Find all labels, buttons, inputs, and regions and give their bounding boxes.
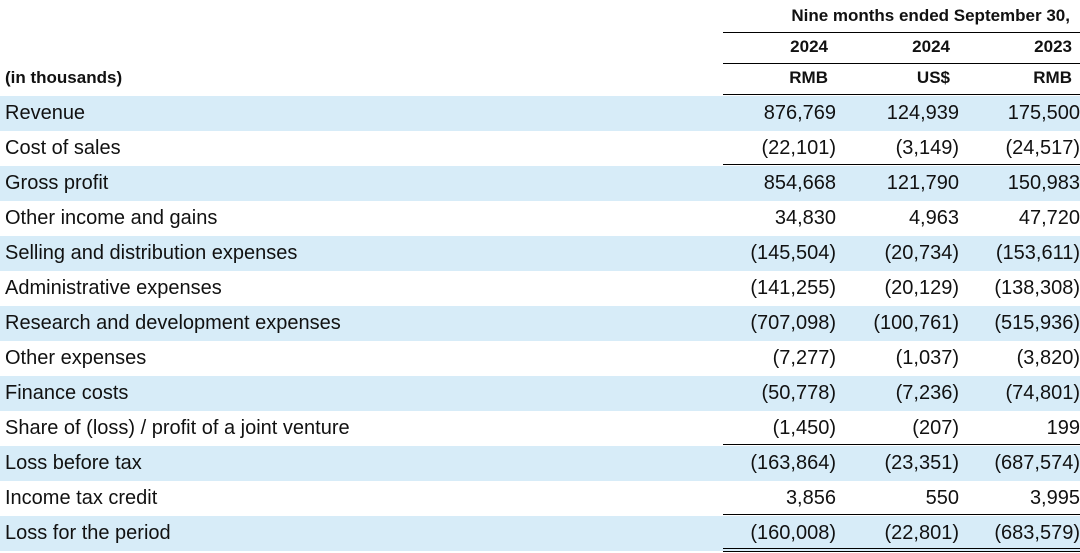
table-row: Selling and distribution expenses (145,5… <box>0 236 1080 271</box>
subtotal-rule <box>723 164 1080 165</box>
cell-value: (20,129) <box>884 277 960 299</box>
cell-value: (20,734) <box>884 242 960 264</box>
year-underline <box>723 63 1080 64</box>
year-header-2: 2024 <box>912 37 950 56</box>
cell-value: (3,149) <box>895 137 959 159</box>
cell-value: 150,983 <box>1007 172 1080 194</box>
cell-value: 121,790 <box>886 172 959 194</box>
cell-value: (138,308) <box>994 277 1080 299</box>
cell-value: (683,579) <box>994 522 1080 544</box>
cell-value: (153,611) <box>995 242 1080 264</box>
cell-value: 47,720 <box>1018 207 1080 229</box>
currency-header-2: US$ <box>916 68 950 87</box>
row-label: Selling and distribution expenses <box>5 242 298 264</box>
subtotal-rule <box>723 444 1080 445</box>
cell-value: (74,801) <box>1005 382 1080 404</box>
row-label: Administrative expenses <box>5 277 222 299</box>
total-rule <box>723 514 1080 515</box>
row-label: Revenue <box>5 102 86 124</box>
table-row: Gross profit 854,668 121,790 150,983 <box>0 166 1080 201</box>
cell-value: 199 <box>1046 417 1080 439</box>
row-label: Cost of sales <box>5 137 121 159</box>
cell-value: (145,504) <box>750 242 836 264</box>
table-row: Share of (loss) / profit of a joint vent… <box>0 411 1080 446</box>
cell-value: (207) <box>912 417 959 439</box>
row-label: Gross profit <box>5 172 109 194</box>
cell-value: (160,008) <box>750 522 836 544</box>
table-row: Administrative expenses (141,255) (20,12… <box>0 271 1080 306</box>
period-heading: Nine months ended September 30, <box>791 6 1070 25</box>
row-label: Loss for the period <box>5 522 171 544</box>
table-row: Other income and gains 34,830 4,963 47,7… <box>0 201 1080 236</box>
table-row: Loss before tax (163,864) (23,351) (687,… <box>0 446 1080 481</box>
cell-value: (163,864) <box>750 452 836 474</box>
table-row: Finance costs (50,778) (7,236) (74,801) <box>0 376 1080 411</box>
period-underline <box>723 32 1080 33</box>
cell-value: (23,351) <box>884 452 960 474</box>
currency-header-3: RMB <box>1033 68 1072 87</box>
cell-value: (7,277) <box>772 347 836 369</box>
year-header-3: 2023 <box>1034 37 1072 56</box>
cell-value: 3,995 <box>1029 487 1080 509</box>
cell-value: 4,963 <box>908 207 959 229</box>
table-row: Cost of sales (22,101) (3,149) (24,517) <box>0 131 1080 166</box>
table-row: Income tax credit 3,856 550 3,995 <box>0 481 1080 516</box>
year-header-1: 2024 <box>790 37 828 56</box>
cell-value: (22,801) <box>884 522 960 544</box>
cell-value: (50,778) <box>761 382 837 404</box>
cell-value: 550 <box>925 487 959 509</box>
cell-value: 854,668 <box>763 172 836 194</box>
row-label: Share of (loss) / profit of a joint vent… <box>5 417 350 439</box>
cell-value: 175,500 <box>1007 102 1080 124</box>
cell-value: (7,236) <box>895 382 959 404</box>
cell-value: (22,101) <box>761 137 837 159</box>
cell-value: 124,939 <box>886 102 959 124</box>
cell-value: (1,037) <box>895 347 959 369</box>
double-underline-top <box>723 548 1080 549</box>
currency-header-1: RMB <box>789 68 828 87</box>
cell-value: (24,517) <box>1005 137 1080 159</box>
table-row: Loss for the period (160,008) (22,801) (… <box>0 516 1080 551</box>
cell-value: (100,761) <box>873 312 959 334</box>
cell-value: 3,856 <box>785 487 836 509</box>
row-label: Other expenses <box>5 347 147 369</box>
cell-value: 876,769 <box>763 102 836 124</box>
cell-value: (515,936) <box>994 312 1080 334</box>
double-underline-bottom <box>723 551 1080 552</box>
cell-value: (1,450) <box>772 417 836 439</box>
cell-value: (687,574) <box>994 452 1080 474</box>
table-row: Revenue 876,769 124,939 175,500 <box>0 96 1080 131</box>
row-label: Income tax credit <box>5 487 158 509</box>
row-label: Research and development expenses <box>5 312 341 334</box>
cell-value: (707,098) <box>750 312 836 334</box>
cell-value: 34,830 <box>774 207 836 229</box>
cell-value: (3,820) <box>1016 347 1080 369</box>
table-row: Other expenses (7,277) (1,037) (3,820) <box>0 341 1080 376</box>
row-label: Other income and gains <box>5 207 218 229</box>
row-label: Finance costs <box>5 382 129 404</box>
header-rule <box>723 94 1080 95</box>
row-label: Loss before tax <box>5 452 142 474</box>
units-label: (in thousands) <box>5 68 123 87</box>
cell-value: (141,255) <box>750 277 836 299</box>
table-row: Research and development expenses (707,0… <box>0 306 1080 341</box>
